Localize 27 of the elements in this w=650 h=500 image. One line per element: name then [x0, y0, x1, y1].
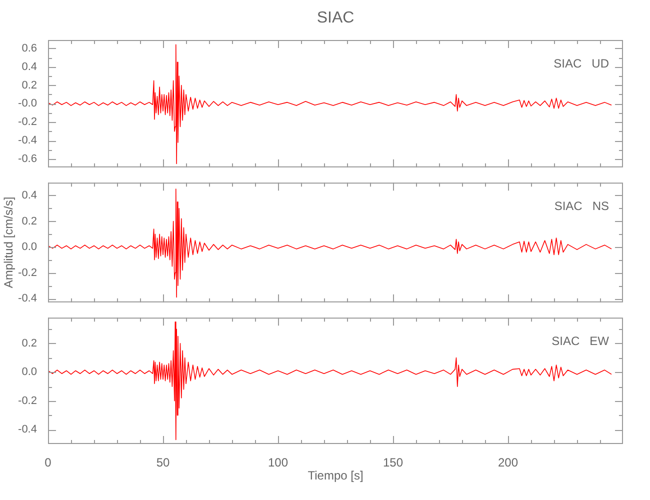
y-tick-label: 0.4: [22, 60, 37, 73]
y-tick-label: -0.6: [18, 153, 37, 166]
y-tick-label: 0.0: [22, 366, 37, 378]
x-tick-label: 0: [44, 456, 52, 470]
annotation: SIAC NS: [554, 198, 609, 213]
y-tick-label: -0.4: [18, 292, 37, 305]
y-tick-label: -0.2: [18, 266, 37, 279]
y-tick-label: 0.0: [22, 241, 37, 254]
x-tick-label: 100: [268, 456, 288, 470]
y-tick-label: 0.2: [22, 337, 37, 350]
y-tick-label: -0.2: [18, 116, 37, 128]
x-axis-title: Tiempo [s]: [308, 468, 364, 482]
y-tick-label: -0.2: [18, 394, 37, 407]
y-tick-label: -0.4: [18, 134, 37, 147]
y-tick-label: 0.4: [22, 190, 37, 202]
x-tick-label: 150: [382, 456, 404, 470]
x-tick-label: 200: [498, 456, 518, 470]
x-tick-label: 50: [156, 456, 170, 470]
y-tick-label: 0.6: [22, 42, 37, 54]
y-tick-label: -0.0: [18, 98, 37, 110]
annotation: SIAC EW: [552, 334, 610, 348]
y-axis-title: Amplitud [cm/s/s]: [1, 196, 16, 288]
chart-title: SIAC: [316, 9, 354, 26]
y-tick-label: 0.2: [22, 79, 37, 92]
annotation: SIAC UD: [554, 56, 610, 70]
y-tick-label: -0.4: [18, 424, 37, 436]
y-tick-label: 0.2: [22, 215, 37, 228]
